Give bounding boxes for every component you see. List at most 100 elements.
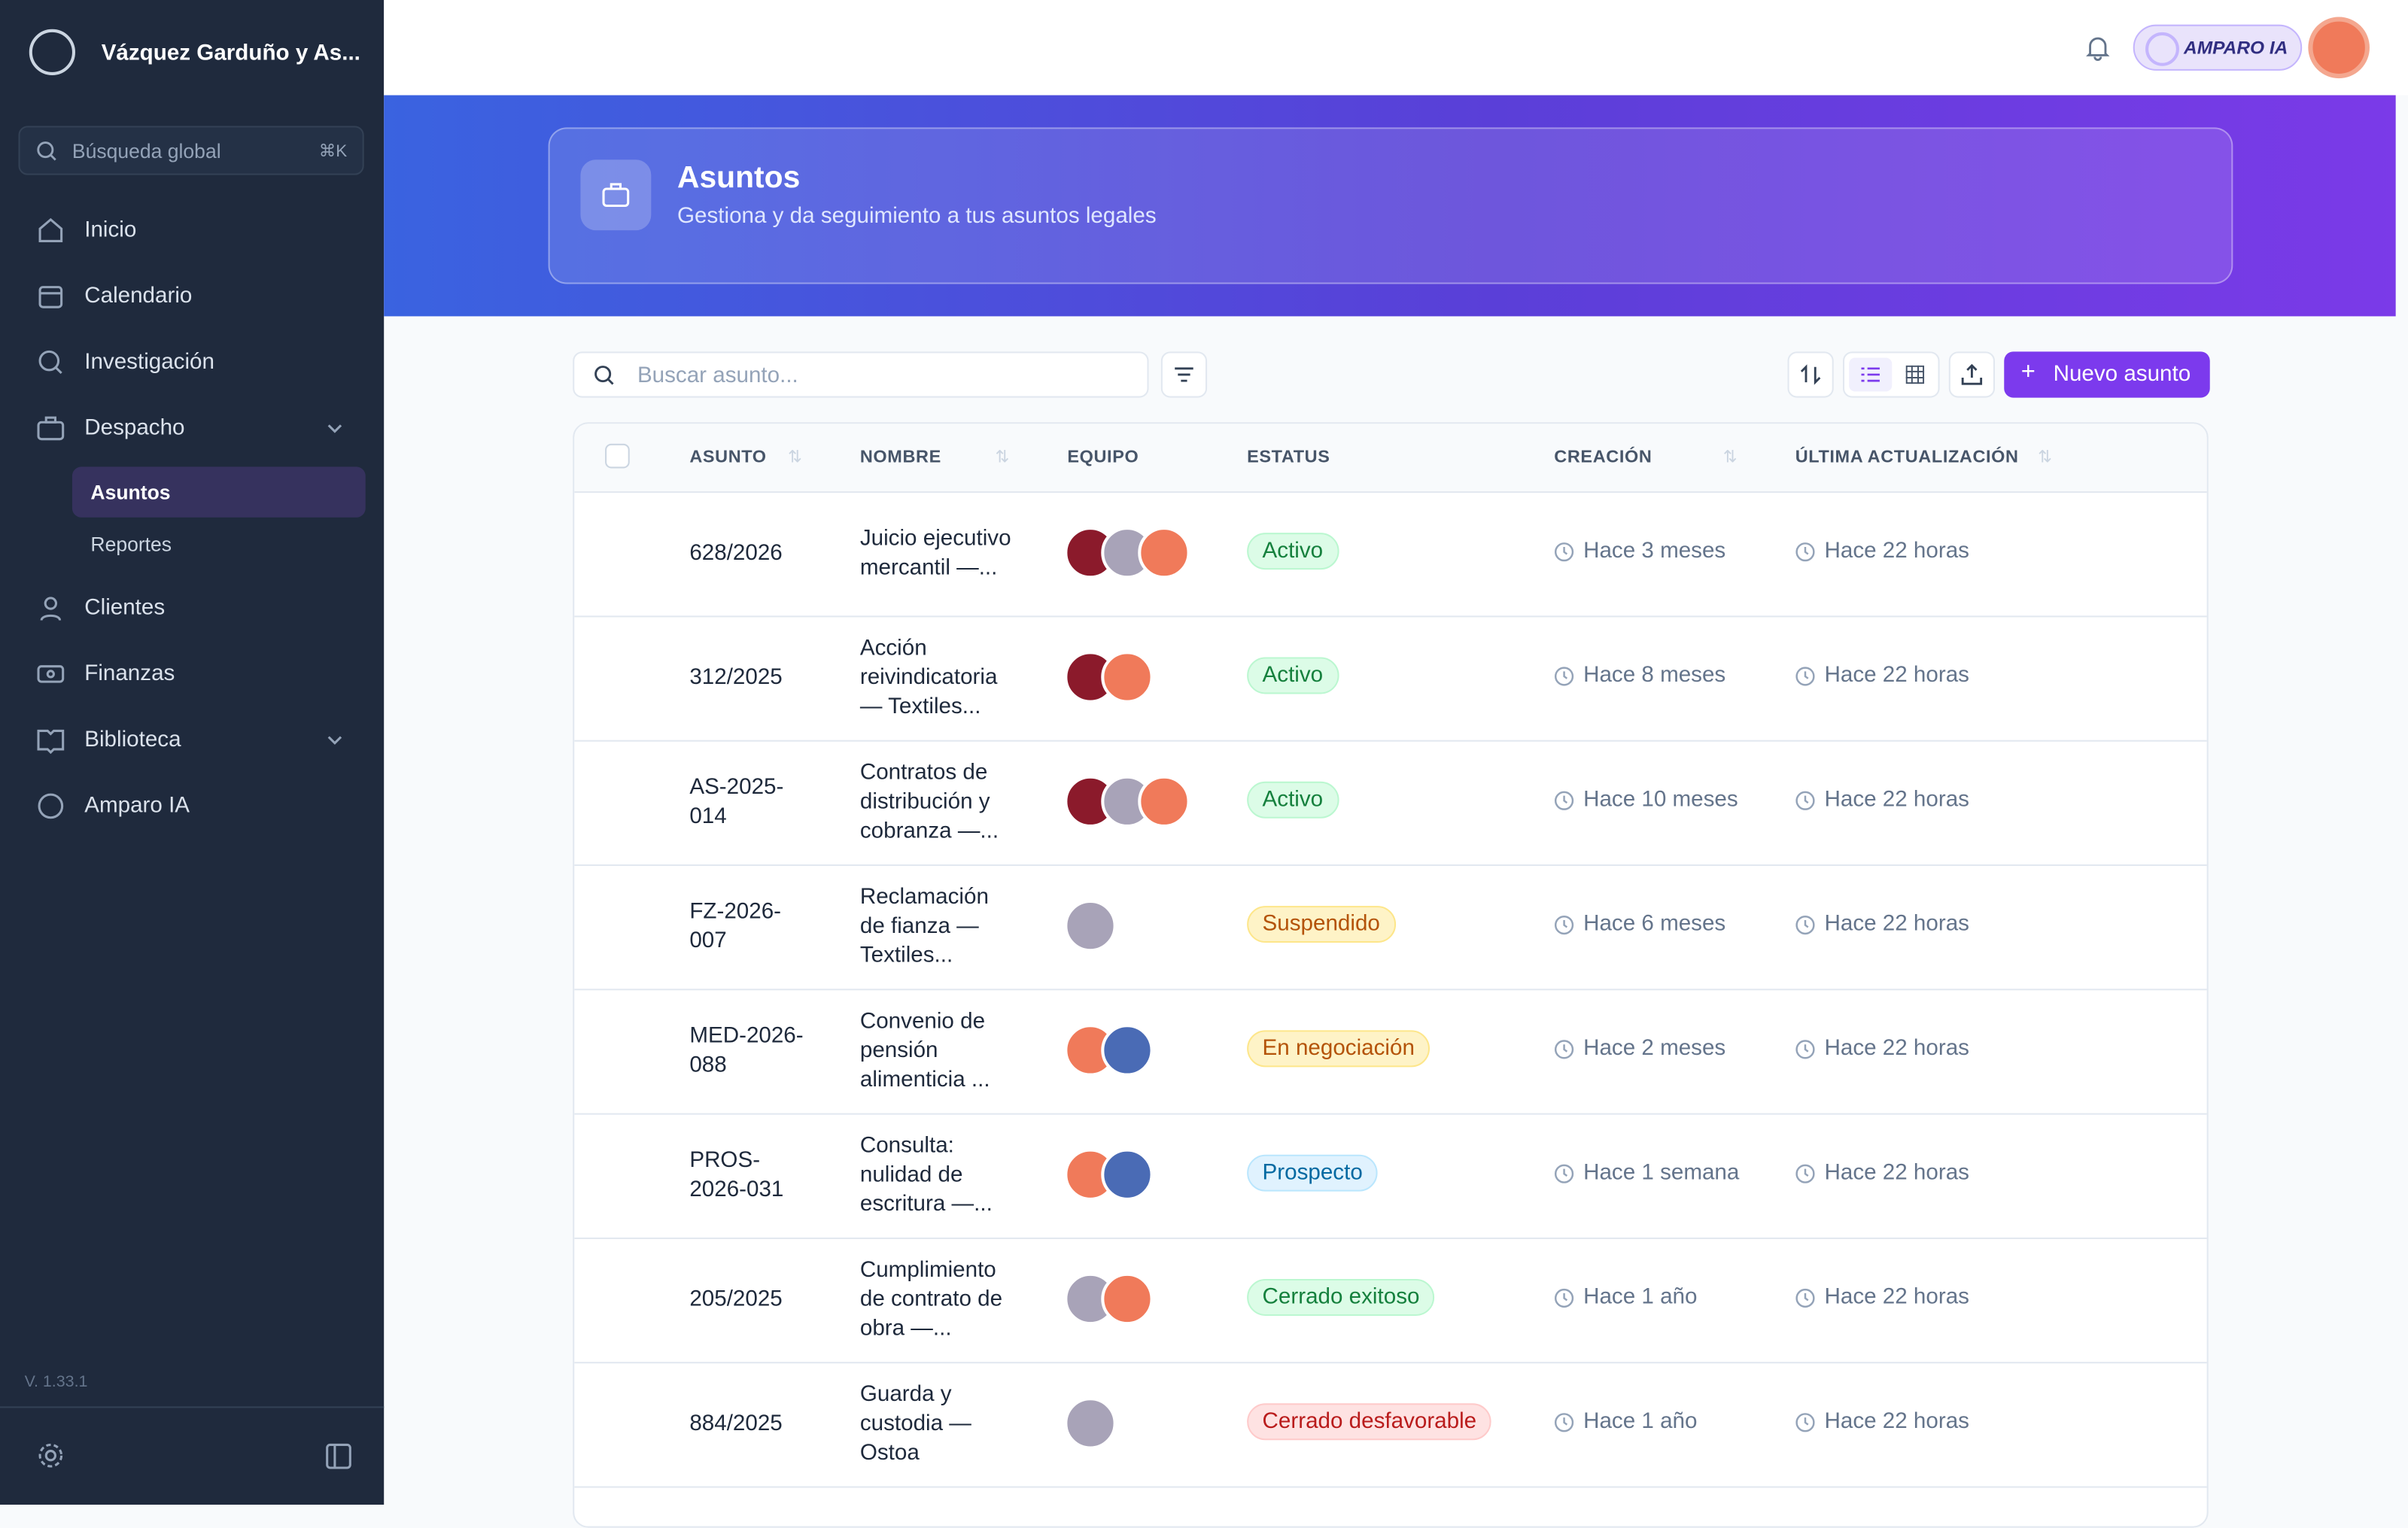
list-view[interactable] xyxy=(1849,357,1893,392)
new-button[interactable]: + Nuevo asunto xyxy=(2004,351,2210,398)
icon xyxy=(40,597,62,621)
nav-item[interactable]: Finanzas xyxy=(37,661,175,688)
sort-icon: ⇅ xyxy=(1722,448,1738,467)
banner-icon xyxy=(580,159,652,231)
nav-item[interactable]: Amparo IA xyxy=(37,792,190,820)
case-number: 312/2025 xyxy=(689,664,783,690)
chevron xyxy=(327,736,342,745)
case-name: Reclamación de fianza — Textiles... xyxy=(859,884,989,968)
search-icon xyxy=(37,141,56,161)
divider xyxy=(0,1406,385,1408)
updated-at: Hace 22 horas xyxy=(1795,1037,1969,1061)
column-header[interactable]: EQUIPO xyxy=(1067,448,1139,467)
status-badge: Activo xyxy=(1247,657,1339,694)
case-number: 205/2025 xyxy=(689,1286,783,1311)
case-number: 628/2026 xyxy=(689,540,783,566)
table-row[interactable]: PROS-2026-031 Consulta: nulidad de escrit… xyxy=(574,1113,2207,1239)
icon xyxy=(38,350,62,375)
subnav-label: Asuntos xyxy=(90,480,171,504)
table-row[interactable]: 205/2025 Cumplimiento de contrato de obra… xyxy=(574,1238,2207,1364)
case-name: Contratos de distribución y cobranza —..… xyxy=(859,760,999,843)
time-text: Hace 3 meses xyxy=(1583,539,1726,564)
icon xyxy=(37,416,65,441)
ai-icon xyxy=(2145,32,2179,66)
nav-label: Calendario xyxy=(84,284,193,309)
nav-item[interactable]: Inicio xyxy=(37,217,136,245)
updated-at: Hace 22 horas xyxy=(1795,1285,1969,1310)
grid-icon[interactable] xyxy=(1905,365,1925,384)
chevron xyxy=(327,424,342,433)
time-text: Hace 8 meses xyxy=(1583,663,1726,688)
header-checkbox[interactable] xyxy=(605,443,630,469)
filter-button[interactable] xyxy=(1160,351,1208,398)
nav-item[interactable]: Biblioteca xyxy=(37,726,344,755)
search-placeholder: Buscar asunto... xyxy=(637,363,798,389)
status-badge: Activo xyxy=(1247,781,1339,819)
export-icon xyxy=(1961,363,1983,385)
updated-at: Hace 22 horas xyxy=(1795,1161,1969,1186)
case-name: Cumplimiento de contrato de obra —... xyxy=(859,1257,1003,1341)
table-row[interactable]: MED-2026-088 Convenio de pensión alimenti… xyxy=(574,989,2207,1115)
status-badge: Activo xyxy=(1247,533,1339,570)
search-placeholder: Búsqueda global xyxy=(71,139,221,163)
table: ASUNTO ⇅ NOMBRE ⇅ EQUIPO ESTATUS CREACIÓN ⇅ ÚLTI… xyxy=(573,422,2209,1528)
column-header[interactable]: ESTATUS xyxy=(1247,448,1330,467)
new-label: Nuevo asunto xyxy=(2053,362,2191,387)
list-icon xyxy=(1861,367,1880,382)
status-badge: En negociación xyxy=(1247,1030,1431,1068)
table-header xyxy=(574,424,2207,494)
sidebar: Vázquez Garduño y As... Búsqueda global … xyxy=(0,0,385,1505)
nav-active[interactable]: Asuntos xyxy=(71,466,366,518)
icon xyxy=(37,665,65,683)
sort-icon: ⇅ xyxy=(787,448,802,467)
case-number: AS-2025-014 xyxy=(689,774,784,829)
table-search[interactable]: Buscar asunto... xyxy=(573,351,1149,398)
case-number: 884/2025 xyxy=(689,1411,783,1436)
shortcut: ⌘K xyxy=(318,142,348,162)
nav-item[interactable]: Calendario xyxy=(37,283,192,311)
org-name[interactable]: Vázquez Garduño y As... xyxy=(101,41,360,66)
search-icon xyxy=(594,366,614,385)
table-row[interactable]: AS-2025-014 Contratos de distribución y c… xyxy=(574,740,2207,867)
nav-item[interactable]: Investigación xyxy=(37,348,214,376)
column-header[interactable]: CREACIÓN xyxy=(1554,448,1652,467)
nav-item[interactable]: Clientes xyxy=(37,594,165,622)
column-header[interactable]: ASUNTO xyxy=(689,448,767,467)
global-search[interactable]: Búsqueda global ⌘K xyxy=(18,126,364,175)
updated-at: Hace 22 horas xyxy=(1795,912,1969,937)
nav-item[interactable]: Despacho xyxy=(37,415,344,442)
settings[interactable] xyxy=(37,1441,65,1469)
bell[interactable] xyxy=(2084,34,2112,62)
case-name: Juicio ejecutivo mercantil —... xyxy=(859,525,1011,580)
icon xyxy=(38,286,63,308)
created-at: Hace 10 meses xyxy=(1554,788,1738,813)
team-avatar xyxy=(1101,651,1154,703)
user-avatar[interactable] xyxy=(2308,17,2370,79)
collapse[interactable] xyxy=(326,1443,352,1469)
created-at: Hace 8 meses xyxy=(1554,664,1725,688)
time-text: Hace 6 meses xyxy=(1583,912,1726,937)
created-at: Hace 1 año xyxy=(1554,1409,1697,1434)
view-toggle[interactable] xyxy=(1842,351,1940,398)
table-row[interactable]: 628/2026 Juicio ejecutivo mercantil —... A… xyxy=(574,491,2207,618)
table-row[interactable]: 312/2025 Acción reivindicatoria — Textile… xyxy=(574,615,2207,742)
ai-button[interactable]: AMPARO IA xyxy=(2133,24,2303,71)
export-button[interactable] xyxy=(1948,351,1996,398)
team-avatar xyxy=(1138,775,1190,828)
subnav-label[interactable]: Reportes xyxy=(90,533,172,556)
plus: + xyxy=(2020,359,2036,386)
column-header[interactable]: NOMBRE xyxy=(859,448,941,467)
clock-icon xyxy=(1795,790,1815,810)
time-text: Hace 22 horas xyxy=(1824,912,1969,937)
icon xyxy=(38,793,64,819)
sort-button[interactable] xyxy=(1787,351,1834,398)
table-row[interactable]: FZ-2026-007 Reclamación de fianza — Texti… xyxy=(574,864,2207,991)
topbar: AMPARO IA xyxy=(384,0,2408,96)
column-header[interactable]: ÚLTIMA ACTUALIZACIÓN xyxy=(1795,448,2019,467)
table-row[interactable]: 884/2025 Guarda y custodia — Ostoa Cerrado… xyxy=(574,1362,2207,1488)
time-text: Hace 1 semana xyxy=(1583,1160,1740,1186)
ai-label: AMPARO IA xyxy=(2184,36,2288,59)
version: V. 1.33.1 xyxy=(24,1372,88,1391)
nav-label: Finanzas xyxy=(84,661,175,687)
